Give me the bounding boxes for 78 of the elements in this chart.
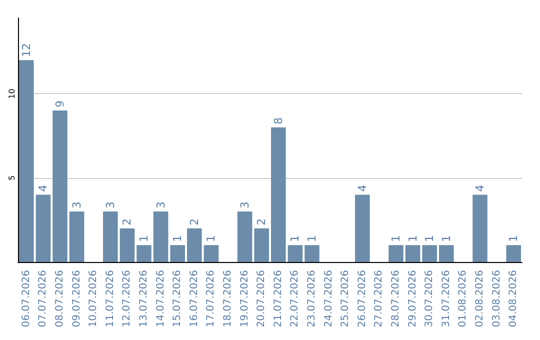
x-tick-label: 31.07.2026 (440, 270, 452, 328)
x-tick-label: 21.07.2026 (272, 270, 284, 328)
data-label: 9 (54, 100, 66, 108)
bar (69, 212, 84, 262)
bar (472, 194, 488, 262)
data-label: 3 (70, 202, 84, 209)
x-tick-label: 28.07.2026 (390, 270, 402, 328)
data-label: 1 (306, 235, 318, 242)
bar (187, 228, 202, 262)
y-tick-label: 5 (8, 175, 16, 180)
x-tick-label: 12.07.2026 (122, 270, 133, 328)
data-label: 2 (120, 218, 134, 226)
x-tick-label: 11.07.2026 (104, 270, 116, 328)
x-tick-label: 02.08.2026 (474, 270, 486, 328)
data-label: 4 (474, 184, 486, 192)
data-label: 8 (272, 117, 285, 124)
data-label: 1 (507, 235, 520, 242)
x-tick-label: 08.07.2026 (54, 270, 66, 328)
data-label: 4 (36, 184, 50, 192)
x-tick-label: 14.07.2026 (155, 270, 166, 328)
x-tick-label: 29.07.2026 (407, 270, 418, 328)
data-label: 3 (104, 202, 117, 209)
bar (36, 194, 51, 262)
bar (120, 228, 135, 262)
bar (422, 245, 437, 262)
bar (103, 212, 118, 262)
bar (405, 245, 420, 262)
x-tick-label: 22.07.2026 (290, 270, 301, 328)
data-label: 1 (204, 235, 218, 242)
bar (288, 245, 303, 262)
x-tick-label: 03.08.2026 (491, 270, 502, 328)
x-tick-label: 07.07.2026 (38, 270, 49, 328)
data-label: 1 (288, 235, 302, 242)
x-tick-label: 16.07.2026 (188, 270, 200, 328)
bar (304, 245, 320, 262)
x-tick-label: 01.08.2026 (458, 270, 469, 328)
bar (388, 245, 404, 262)
bar (506, 245, 521, 262)
bar (271, 127, 286, 262)
x-tick-label: 19.07.2026 (239, 270, 250, 328)
x-tick-label: 09.07.2026 (71, 270, 82, 328)
data-label: 1 (440, 235, 453, 242)
data-label: 3 (154, 202, 168, 209)
data-label: 1 (423, 235, 436, 242)
bar (153, 212, 168, 262)
x-tick-label: 20.07.2026 (256, 270, 268, 328)
data-label: 1 (406, 235, 420, 242)
data-label: 1 (138, 235, 150, 242)
x-tick-label: 26.07.2026 (356, 270, 368, 328)
x-tick-label: 27.07.2026 (374, 270, 385, 328)
x-tick-label: 06.07.2026 (20, 270, 32, 328)
x-tick-label: 25.07.2026 (340, 270, 352, 328)
x-tick-label: 13.07.2026 (138, 270, 150, 328)
x-tick-label: 15.07.2026 (172, 270, 184, 328)
bar (170, 245, 185, 262)
x-tick-label: 10.07.2026 (88, 270, 100, 328)
bar (254, 228, 269, 262)
data-label: 2 (188, 218, 201, 226)
bar (136, 245, 152, 262)
data-label: 12 (20, 43, 33, 58)
x-tick-label: 18.07.2026 (222, 270, 234, 328)
bar (52, 110, 68, 262)
bar (355, 194, 370, 262)
x-tick-label: 23.07.2026 (306, 270, 318, 328)
x-tick-label: 30.07.2026 (424, 270, 436, 328)
data-label: 3 (238, 202, 252, 209)
bar (237, 212, 252, 262)
bar (439, 245, 454, 262)
x-tick-label: 04.08.2026 (508, 270, 520, 328)
data-label: 4 (356, 184, 369, 192)
data-label: 2 (255, 218, 268, 226)
data-label: 1 (171, 235, 184, 242)
x-tick-label: 17.07.2026 (206, 270, 217, 328)
data-label: 1 (390, 235, 402, 242)
bar (19, 60, 34, 262)
x-tick-label: 24.07.2026 (323, 270, 334, 328)
bar (204, 245, 219, 262)
y-tick-label: 10 (8, 88, 16, 99)
